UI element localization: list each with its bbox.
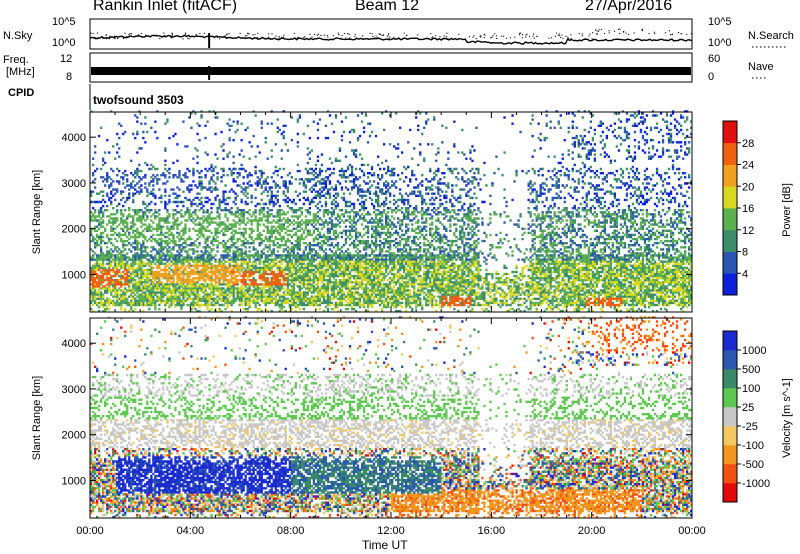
- freq-panel-frame: [89, 52, 693, 83]
- station-title: Rankin Inlet (fitACF): [93, 0, 238, 14]
- power-colorbar-label: Power [dB]: [781, 183, 793, 237]
- velocity-colorbar-label: Velocity [m s^-1]: [781, 378, 793, 458]
- power-colorbar-swatch-6: [723, 142, 737, 165]
- power-panel-cells-4: [90, 260, 693, 313]
- velocity-colorbar-swatch-8: [723, 331, 737, 351]
- velocity-colorbar-tick-label-4: 25: [742, 402, 754, 414]
- freq-band: [91, 67, 691, 75]
- velocity-panel-ylabel: Slant Range [km]: [31, 376, 43, 460]
- freq-tick-top: 12: [60, 53, 73, 65]
- nsky-panel-frame: [89, 18, 693, 50]
- velocity-colorbar-tick-label-5: 100: [742, 383, 760, 395]
- time-tick-label-5: 20:00: [578, 525, 606, 537]
- velocity-colorbar-swatch-7: [723, 350, 737, 370]
- time-tick-label-6: 00:00: [678, 525, 706, 537]
- velocity-colorbar-swatch-3: [723, 426, 737, 446]
- power-panel-ytick-label-3: 4000: [62, 132, 86, 144]
- freq-unit-label: [MHz]: [6, 66, 35, 78]
- velocity-panel-cells-0: [90, 320, 691, 519]
- velocity-panel-ytick-label-1: 2000: [62, 430, 86, 442]
- freq-tick-bottom: 8: [66, 71, 73, 83]
- power-panel-ytick-label-0: 1000: [62, 269, 86, 281]
- power-panel-ytick-label-2: 3000: [62, 178, 86, 190]
- beam-label: Beam 12: [355, 0, 420, 14]
- nsky-label: N.Sky: [3, 30, 33, 42]
- power-colorbar-swatch-0: [723, 273, 737, 296]
- velocity-colorbar-swatch-6: [723, 369, 737, 389]
- nsky-tick-bottom: 10^0: [52, 37, 76, 49]
- power-panel-ytick-label-1: 2000: [62, 224, 86, 236]
- power-colorbar-tick-label-2: 12: [742, 225, 754, 237]
- velocity-colorbar-swatch-1: [723, 464, 737, 484]
- power-colorbar-swatch-4: [723, 186, 737, 209]
- power-colorbar-swatch-1: [723, 251, 737, 274]
- time-tick-label-1: 04:00: [177, 525, 205, 537]
- power-colorbar-swatch-7: [723, 121, 737, 144]
- power-panel-cells-5: [152, 264, 241, 284]
- velocity-colorbar-frame: [722, 330, 738, 503]
- time-tick-label-3: 12:00: [377, 525, 405, 537]
- nsearch-label: N.Search: [748, 30, 794, 42]
- date-label: 27/Apr/2016: [585, 0, 673, 14]
- freq-label: Freq.: [3, 54, 29, 66]
- time-tick-label-4: 16:00: [478, 525, 506, 537]
- velocity-panel-ytick-label-2: 3000: [62, 384, 86, 396]
- x-axis-label: Time UT: [362, 538, 408, 552]
- velocity-colorbar-tick-label-0: -1000: [742, 478, 770, 490]
- power-colorbar-tick-label-6: 28: [742, 138, 754, 150]
- power-colorbar-swatch-5: [723, 164, 737, 187]
- time-tick-label-0: 00:00: [76, 525, 104, 537]
- nave-tick-top: 60: [708, 53, 721, 65]
- velocity-colorbar-swatch-4: [723, 407, 737, 427]
- cpid-value: twofsound 3503: [93, 93, 184, 107]
- power-colorbar-swatch-3: [723, 208, 737, 231]
- nave-tick-bottom: 0: [708, 71, 715, 83]
- nsearch-tick-top: 10^5: [708, 16, 732, 28]
- velocity-panel-cells-6: [90, 316, 693, 519]
- power-panel-cells-3: [90, 209, 693, 313]
- velocity-colorbar-tick-label-3: -25: [742, 421, 758, 433]
- power-panel-cells-1: [90, 110, 693, 261]
- velocity-colorbar-tick-label-2: -100: [742, 440, 764, 452]
- velocity-panel-ytick-label-3: 4000: [62, 338, 86, 350]
- velocity-colorbar-swatch-5: [723, 388, 737, 408]
- nave-label: Nave: [748, 61, 774, 73]
- nsearch-tick-bottom: 10^0: [708, 37, 732, 49]
- power-panel-echoes: [90, 110, 693, 313]
- nsearch-dots: [90, 28, 692, 40]
- power-colorbar-tick-label-5: 24: [742, 160, 754, 172]
- power-colorbar-tick-label-1: 8: [742, 247, 748, 259]
- velocity-panel-cells-8: [90, 316, 693, 519]
- nsky-trace: [89, 34, 693, 45]
- cpid-label: CPID: [8, 87, 35, 99]
- velocity-panel-cells-4: [90, 316, 693, 519]
- power-colorbar-tick-label-0: 4: [742, 268, 748, 280]
- nsky-tick-top: 10^5: [52, 16, 76, 28]
- velocity-panel-echoes: [90, 316, 693, 519]
- power-colorbar-tick-label-4: 20: [742, 181, 754, 193]
- power-colorbar-swatch-2: [723, 229, 737, 252]
- velocity-colorbar-tick-label-7: 1000: [742, 345, 766, 357]
- velocity-panel-cells-5: [90, 316, 693, 519]
- power-colorbar-tick-label-3: 16: [742, 203, 754, 215]
- velocity-colorbar-swatch-0: [723, 483, 737, 503]
- velocity-panel-ytick-label-0: 1000: [62, 475, 86, 487]
- power-panel-ylabel: Slant Range [km]: [31, 170, 43, 254]
- time-tick-label-2: 08:00: [277, 525, 305, 537]
- velocity-colorbar-tick-label-1: -500: [742, 459, 764, 471]
- velocity-colorbar-tick-label-6: 500: [742, 364, 760, 376]
- power-panel-cells-0: [90, 110, 691, 210]
- velocity-colorbar-swatch-2: [723, 445, 737, 465]
